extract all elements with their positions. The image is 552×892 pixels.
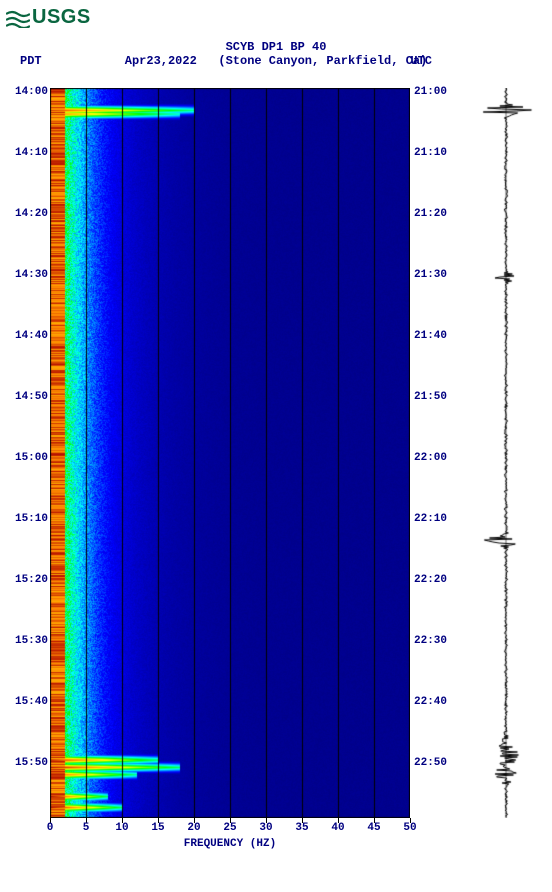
waveform-trace — [466, 88, 546, 818]
chart-header: SCYB DP1 BP 40 PDT Apr23,2022 (Stone Can… — [0, 40, 552, 68]
y-tick-label: 14:40 — [6, 330, 48, 342]
x-tick-label: 30 — [259, 822, 272, 834]
y-right-axis: 21:00 21:10 21:20 21:30 21:40 21:50 22:00 22:10… — [414, 88, 454, 818]
x-tick-label: 20 — [187, 822, 200, 834]
x-tick-label: 15 — [151, 822, 164, 834]
x-tick-label: 5 — [83, 822, 90, 834]
logo-text: USGS — [32, 6, 91, 29]
chart-subtitle-row: PDT Apr23,2022 (Stone Canyon, Parkfield,… — [0, 54, 552, 68]
x-tick-label: 35 — [295, 822, 308, 834]
y-tick-label: 22:00 — [414, 452, 454, 464]
x-axis-label: FREQUENCY (HZ) — [50, 838, 410, 850]
y-tick-label: 14:50 — [6, 391, 48, 403]
x-tick-label: 25 — [223, 822, 236, 834]
usgs-logo: USGS — [6, 6, 91, 29]
x-tick-label: 50 — [403, 822, 416, 834]
wave-icon — [6, 8, 30, 28]
y-tick-label: 21:30 — [414, 269, 454, 281]
location-label: (Stone Canyon, Parkfield, Ca) — [218, 54, 427, 68]
x-tick-label: 0 — [47, 822, 54, 834]
x-tick-label: 40 — [331, 822, 344, 834]
y-tick-label: 21:40 — [414, 330, 454, 342]
right-tz-label: UTC — [410, 54, 432, 68]
x-axis-ticks: 05101520253035404550 — [50, 822, 410, 836]
y-tick-label: 15:50 — [6, 757, 48, 769]
y-tick-label: 22:10 — [414, 513, 454, 525]
y-tick-label: 14:20 — [6, 208, 48, 220]
spectrogram-canvas — [50, 88, 410, 818]
y-tick-label: 21:20 — [414, 208, 454, 220]
x-tick-label: 45 — [367, 822, 380, 834]
y-tick-label: 21:00 — [414, 86, 454, 98]
date-label: Apr23,2022 — [125, 54, 197, 68]
y-tick-label: 14:30 — [6, 269, 48, 281]
y-tick-label: 21:50 — [414, 391, 454, 403]
y-tick-label: 15:30 — [6, 635, 48, 647]
y-tick-label: 15:10 — [6, 513, 48, 525]
y-tick-label: 14:10 — [6, 147, 48, 159]
x-tick-label: 10 — [115, 822, 128, 834]
y-tick-label: 21:10 — [414, 147, 454, 159]
y-tick-label: 22:40 — [414, 696, 454, 708]
y-tick-label: 22:20 — [414, 574, 454, 586]
y-tick-label: 15:40 — [6, 696, 48, 708]
y-left-axis: 14:00 14:10 14:20 14:30 14:40 14:50 15:00 15:10… — [6, 88, 48, 818]
left-tz-label: PDT — [20, 54, 42, 68]
y-tick-label: 22:50 — [414, 757, 454, 769]
spectrogram-plot — [50, 88, 410, 818]
y-tick-label: 22:30 — [414, 635, 454, 647]
y-tick-label: 14:00 — [6, 86, 48, 98]
y-tick-label: 15:00 — [6, 452, 48, 464]
y-tick-label: 15:20 — [6, 574, 48, 586]
chart-title: SCYB DP1 BP 40 — [0, 40, 552, 54]
